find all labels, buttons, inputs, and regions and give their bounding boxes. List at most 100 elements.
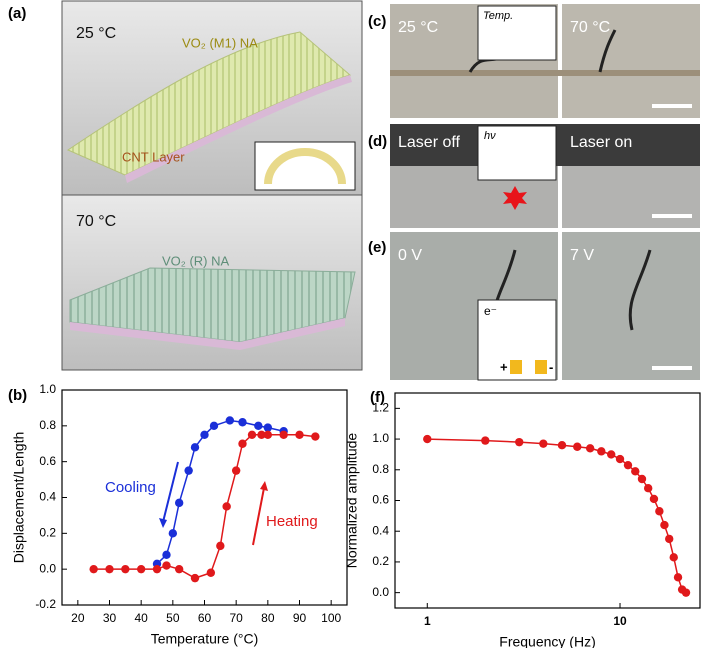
data-point — [606, 450, 616, 459]
data-point — [623, 460, 633, 470]
y-tick-label: 0.8 — [372, 462, 389, 476]
data-point — [190, 443, 200, 452]
data-point — [238, 439, 247, 448]
data-point — [162, 550, 171, 560]
x-tick-label: 60 — [198, 611, 212, 625]
data-point — [660, 520, 669, 530]
data-point — [136, 564, 146, 574]
data-point — [311, 432, 320, 441]
panel-label: (b) — [8, 387, 27, 404]
series-line — [93, 434, 316, 579]
y-tick-label: 1.0 — [372, 431, 389, 445]
data-point — [162, 561, 171, 570]
y-tick-label: 1.2 — [372, 401, 389, 415]
temperature: 25 °C — [76, 25, 116, 42]
data-point — [225, 416, 235, 425]
data-point — [121, 564, 130, 574]
data-point — [631, 467, 640, 476]
data-point — [573, 442, 582, 451]
x-tick-label: 40 — [134, 611, 148, 625]
panel-label: (d) — [368, 133, 387, 150]
y-tick-label: 1.0 — [39, 382, 56, 396]
inset-label: Temp. — [483, 10, 513, 22]
inset-label: - — [549, 359, 553, 374]
inset-label: e⁻ — [484, 304, 497, 318]
x-axis-title: Temperature (°C) — [151, 631, 259, 647]
x-tick-label: 10 — [613, 614, 627, 628]
series-annotation: Cooling — [105, 479, 156, 496]
data-point — [665, 534, 674, 544]
y-tick-label: 0.6 — [372, 493, 389, 507]
data-point — [673, 573, 683, 582]
y-tick-label: 0.0 — [372, 585, 389, 599]
photo — [562, 4, 700, 118]
inset-label: + — [500, 359, 508, 374]
temperature: 70 °C — [76, 213, 116, 230]
data-point — [184, 466, 193, 475]
data-point — [681, 588, 691, 597]
data-point — [615, 454, 625, 464]
panel-label: (e) — [368, 239, 386, 256]
panel-label: (c) — [368, 13, 386, 30]
data-point — [637, 474, 647, 484]
photo-label: 7 V — [570, 247, 594, 264]
data-point — [168, 529, 178, 538]
photo-label: 0 V — [398, 247, 422, 264]
layer: CNT Layer — [122, 149, 185, 164]
data-point — [222, 502, 231, 511]
inset-arch — [264, 148, 346, 185]
data-point — [254, 421, 263, 431]
data-point — [585, 444, 595, 453]
series-line — [427, 438, 687, 594]
x-tick-label: 70 — [229, 611, 243, 625]
y-axis-title: Normalized amplitude — [344, 433, 360, 569]
series-annotation: Heating — [266, 513, 318, 530]
plot-frame — [61, 389, 348, 606]
data-point — [655, 507, 664, 516]
data-point — [200, 430, 209, 439]
data-point — [557, 441, 567, 450]
data-point — [649, 494, 659, 504]
x-tick-label: 1 — [424, 614, 431, 628]
data-point — [247, 430, 257, 439]
photo-label: 25 °C — [398, 19, 438, 36]
x-axis-title: Frequency (Hz) — [499, 634, 595, 648]
data-point — [238, 418, 247, 427]
panel-label: (f) — [370, 389, 385, 406]
y-tick-label: -0.2 — [35, 597, 56, 611]
y-tick-label: 0.2 — [39, 526, 56, 540]
material: VO₂ (R) NA — [162, 253, 229, 268]
data-point — [279, 430, 288, 439]
y-tick-label: 0.0 — [39, 561, 56, 575]
x-tick-label: 30 — [103, 611, 117, 625]
data-point — [423, 434, 432, 444]
inset — [477, 125, 557, 181]
data-point — [89, 564, 98, 574]
panel-label: (a) — [8, 5, 26, 22]
y-tick-label: 0.8 — [39, 418, 56, 432]
data-point — [597, 447, 606, 456]
data-point — [216, 541, 225, 551]
x-tick-label: 100 — [321, 611, 341, 625]
y-axis-title: Displacement/Length — [11, 432, 27, 564]
cnt-layer — [125, 75, 352, 183]
data-point — [669, 553, 678, 562]
data-point — [174, 564, 184, 574]
data-point — [263, 423, 273, 432]
data-point — [209, 421, 219, 431]
data-point — [231, 466, 241, 475]
data-point — [643, 484, 653, 493]
y-tick-label: 0.2 — [372, 554, 389, 568]
x-tick-label: 20 — [71, 611, 85, 625]
data-point — [515, 437, 524, 447]
data-point — [539, 439, 548, 448]
photo-label: Laser on — [570, 134, 632, 151]
photo-label: Laser off — [398, 134, 461, 151]
x-tick-label: 80 — [261, 611, 275, 625]
data-point — [105, 564, 114, 574]
arrow-head — [260, 481, 268, 491]
inset-label: hν — [484, 130, 496, 142]
x-tick-label: 50 — [166, 611, 180, 625]
laser-spot — [503, 186, 527, 210]
